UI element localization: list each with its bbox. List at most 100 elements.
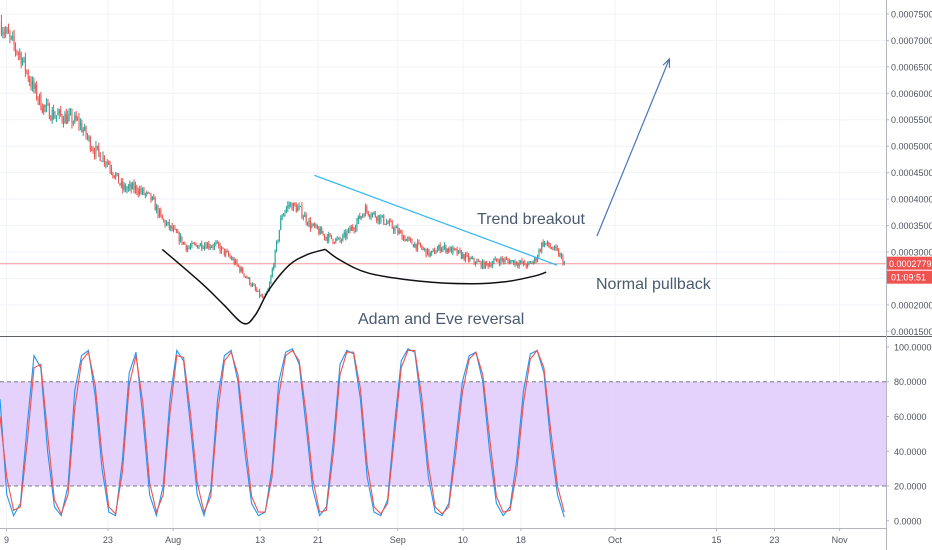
candle [171,222,173,232]
candle [228,250,230,257]
candle [462,251,464,259]
candle [538,248,540,258]
candle-body [395,227,397,229]
candle-body [417,241,419,250]
candle-body [164,220,166,226]
price-axis-label: 0.0003000 [891,248,932,258]
candle-body [173,228,175,230]
candle-body [225,251,227,255]
candle-body [165,223,167,226]
candle [75,110,77,122]
candle-body [51,109,53,120]
candle-body [184,242,186,245]
candle [108,160,110,165]
candle [40,91,42,111]
forecast-arrow-line[interactable] [596,58,670,237]
candle [48,102,50,120]
candle-body [314,223,316,227]
candle-body [161,214,163,220]
price-axis-label: 0.0006500 [891,62,932,72]
candle [552,246,554,251]
candle-body [273,265,275,269]
candle-body [126,188,128,191]
candle-body [0,21,2,35]
time-axis-label: 23 [103,535,113,545]
candle [150,193,152,203]
candle-body [74,115,76,122]
trend-line[interactable] [314,174,558,266]
candle [84,123,86,132]
candle-body [558,249,560,257]
candle-body [504,259,506,262]
candle-body [199,243,201,247]
candle-body [118,173,120,184]
candle-body [94,151,96,156]
time-axis[interactable]: 9 23 Aug 13 21 Sep 10 18 Oct 15 23 Nov [4,528,848,545]
stochastic-axis-label: 20.0000 [894,482,927,492]
candle [383,214,385,226]
candle [328,231,330,244]
candle-body [201,243,203,249]
candle [141,187,143,196]
candle [110,164,112,176]
candle [13,29,15,52]
candle-body [256,289,258,292]
candle [284,209,286,217]
candle [355,224,357,233]
candle-body [216,242,218,244]
candle-body [213,243,215,248]
candle-body [197,245,199,249]
candle [112,171,114,179]
candle [113,175,115,179]
adam-curve[interactable] [161,248,326,325]
candle [321,226,323,234]
candle-body [180,236,182,242]
candle-body [349,228,351,231]
candle-body [72,121,74,124]
candle [384,223,386,226]
candle-body [292,203,294,211]
candle-body [153,196,155,200]
candle [343,229,345,239]
candle [181,236,183,246]
candle [340,238,342,244]
candle-body [357,215,359,222]
candle [403,234,405,242]
price-axis[interactable]: 0.0007500 0.0007000 0.0006500 0.0006000 0.00… [886,9,932,337]
candle-body [486,261,488,264]
candle-body [316,224,318,229]
price-grid [0,0,886,336]
candle-body [315,224,317,227]
candle-body [95,145,97,156]
price-pane: Trend breakout Normal pullback Adam and … [0,0,932,337]
stochastic-axis[interactable]: 100.0000 80.0000 60.0000 40.0000 20.0000 0.00… [886,342,932,526]
candle-body [356,221,358,229]
candle-body [17,53,19,55]
candle [158,208,160,218]
candle-body [294,203,296,206]
candle-body [39,94,41,101]
candle-body [143,188,145,195]
candle-body [65,114,67,124]
candle [439,242,441,254]
candle [149,192,151,194]
candle [314,222,316,229]
candle [518,259,520,269]
candle-body [31,80,33,88]
candle-body [301,206,303,218]
candle-body [483,260,485,269]
candle-body [101,160,103,162]
candle [367,210,369,217]
candle [419,242,421,248]
candle-body [222,247,224,249]
candle [470,256,472,260]
candle [426,248,428,256]
eve-curve[interactable] [324,248,547,285]
candle-body [383,215,385,224]
candle [558,248,560,257]
stochastic-axis-label: 80.0000 [894,377,927,387]
candle-body [373,212,375,214]
candle [54,111,56,120]
candle-body [194,243,196,245]
candle-body [302,216,304,218]
